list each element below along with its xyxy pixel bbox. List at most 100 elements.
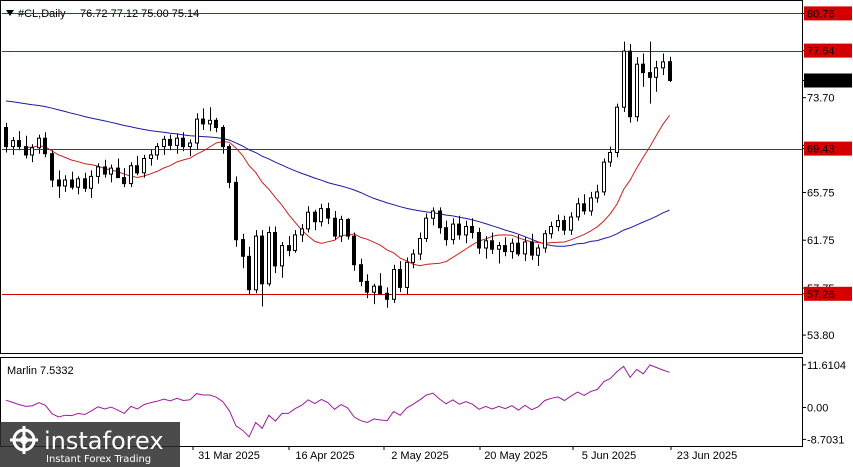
candle [405, 257, 409, 295]
candle-body [431, 210, 435, 219]
candle-body [70, 179, 74, 188]
candle-body [319, 208, 323, 223]
candle-body [668, 61, 672, 81]
candle-body [503, 245, 507, 253]
candle-body [451, 223, 455, 241]
candle-body [142, 158, 146, 174]
candle [168, 134, 172, 151]
candle [648, 41, 652, 104]
candle [188, 139, 192, 157]
candle-body [162, 138, 166, 148]
candle [155, 143, 159, 160]
candle-body [411, 253, 415, 263]
candle [484, 236, 488, 259]
candle [530, 233, 534, 260]
price-axis-label: 57.26 [807, 289, 835, 301]
candle-body [635, 63, 639, 118]
candle [57, 170, 61, 198]
candle [392, 264, 396, 303]
candle [470, 218, 474, 239]
candle-body [536, 247, 540, 256]
candle [83, 172, 87, 192]
candle-body [43, 137, 47, 155]
candle-body [654, 67, 658, 78]
candle-body [254, 235, 258, 291]
candle [287, 236, 291, 257]
candle [142, 154, 146, 178]
collapse-triangle-icon[interactable] [6, 10, 14, 16]
candle [457, 215, 461, 240]
candle [654, 60, 658, 92]
main-plot-frame [0, 0, 803, 354]
candle [602, 158, 606, 196]
candle-body [470, 226, 474, 233]
candle-body [135, 165, 139, 174]
candle-body [11, 140, 15, 148]
candle-body [490, 240, 494, 250]
candle-body [543, 233, 547, 249]
candle [497, 242, 501, 264]
price-axis-label: 80.76 [807, 8, 835, 20]
candle [122, 168, 126, 188]
price-axis-label: 53.80 [807, 330, 835, 342]
price-axis-label: 65.75 [807, 188, 835, 200]
candle-body [83, 178, 87, 189]
candle-body [103, 166, 107, 175]
candle [372, 283, 376, 305]
candle [280, 242, 284, 278]
price-level-tag [804, 43, 852, 58]
candle-body [615, 106, 619, 153]
candle-body [339, 218, 343, 237]
candle-body [333, 217, 337, 237]
time-axis-label: 20 May 2025 [484, 450, 548, 462]
candle [24, 135, 28, 159]
price-axis-label: 69.43 [807, 144, 835, 156]
candle [352, 232, 356, 271]
candle [543, 230, 547, 253]
candle-body [234, 181, 238, 241]
price-axis-label: 75.14 [807, 76, 835, 88]
ohlc-values: 76.72 77.12 75.00 75.14 [80, 8, 199, 20]
candle [50, 150, 54, 188]
candle [208, 107, 212, 132]
candle-body [63, 179, 67, 187]
watermark-tagline: Instant Forex Trading [46, 454, 151, 465]
candle-body [96, 166, 100, 177]
candle [129, 162, 133, 188]
candle-body [608, 152, 612, 163]
candle-body [346, 218, 350, 237]
candle-body [648, 72, 652, 78]
candle-body [241, 239, 245, 257]
candle-body [523, 241, 527, 255]
candle-body [122, 177, 126, 185]
candle [411, 249, 415, 269]
price-axis: 80.7677.6475.1473.7069.7069.4365.7561.75… [802, 6, 852, 342]
candle [89, 170, 93, 198]
candle-body [116, 167, 120, 179]
candle [227, 144, 231, 189]
candle [464, 220, 468, 244]
candle-body [57, 179, 61, 187]
candle-body [477, 232, 481, 249]
candle [96, 163, 100, 184]
candle [214, 117, 218, 133]
candle-body [628, 50, 632, 118]
candle [556, 214, 560, 232]
candle-body [30, 147, 34, 156]
candle [70, 171, 74, 190]
time-axis-label: 16 Apr 2025 [295, 450, 354, 462]
candle-body [372, 285, 376, 293]
symbol-title: #CL,Daily [18, 8, 66, 20]
candle-body [365, 280, 369, 293]
candle [17, 131, 21, 151]
candle-body [313, 211, 317, 223]
oscillator-axis-label: 11.6104 [807, 360, 846, 372]
candle-body [149, 154, 153, 159]
candle [149, 149, 153, 166]
candle-body [530, 241, 534, 256]
candle [608, 146, 612, 167]
candle [135, 156, 139, 176]
candle-body [589, 197, 593, 212]
candle-body [484, 240, 488, 249]
